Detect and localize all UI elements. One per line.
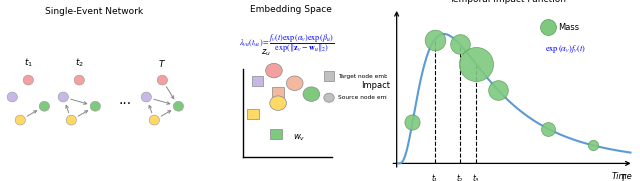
- Circle shape: [266, 63, 282, 78]
- Text: $\lambda_{vu}(t_{vu})=\dfrac{f_v(t)\exp\left(\alpha_v\right)\exp\left(\beta_u\ri: $\lambda_{vu}(t_{vu})=\dfrac{f_v(t)\exp\…: [239, 33, 334, 55]
- Text: Time: Time: [611, 172, 632, 181]
- Circle shape: [270, 96, 287, 110]
- FancyBboxPatch shape: [252, 76, 263, 86]
- Text: Target node embedding: Target node embedding: [339, 73, 408, 79]
- Point: [429, 38, 440, 41]
- Circle shape: [157, 75, 168, 85]
- Text: $t_3$: $t_3$: [472, 172, 479, 181]
- Circle shape: [74, 75, 84, 85]
- Point: [543, 127, 554, 130]
- Text: $\exp\left(\alpha_v\right)f_v(t)$: $\exp\left(\alpha_v\right)f_v(t)$: [545, 43, 586, 55]
- Text: $t_1$: $t_1$: [24, 57, 33, 69]
- Circle shape: [90, 101, 100, 111]
- FancyBboxPatch shape: [270, 129, 282, 139]
- Point: [407, 121, 417, 124]
- Circle shape: [15, 115, 26, 125]
- Text: ...: ...: [118, 92, 131, 107]
- Circle shape: [324, 93, 334, 102]
- Text: Impact: Impact: [361, 81, 390, 90]
- Circle shape: [287, 76, 303, 90]
- Circle shape: [7, 92, 17, 102]
- Point: [543, 26, 554, 29]
- Point: [470, 62, 481, 65]
- Circle shape: [39, 101, 49, 111]
- Point: [588, 144, 598, 147]
- Text: Temporal Impact Function: Temporal Impact Function: [449, 0, 566, 4]
- Text: $t_2$: $t_2$: [75, 57, 84, 69]
- Circle shape: [149, 115, 159, 125]
- Text: $w_v$: $w_v$: [292, 132, 305, 143]
- Text: Single-Event Network: Single-Event Network: [45, 7, 143, 16]
- Circle shape: [66, 115, 76, 125]
- Text: Mass: Mass: [558, 23, 579, 32]
- Point: [455, 43, 465, 46]
- Point: [493, 88, 503, 91]
- FancyBboxPatch shape: [273, 87, 284, 97]
- Circle shape: [303, 87, 320, 101]
- Text: $T$: $T$: [158, 58, 166, 69]
- Text: $z_u$: $z_u$: [260, 47, 271, 58]
- Circle shape: [23, 75, 33, 85]
- Text: $t_2$: $t_2$: [456, 172, 464, 181]
- Text: Embedding Space: Embedding Space: [250, 5, 332, 14]
- Circle shape: [58, 92, 68, 102]
- Circle shape: [173, 101, 184, 111]
- Text: $T$: $T$: [620, 172, 628, 181]
- Text: Source node embedding: Source node embedding: [339, 95, 411, 100]
- Circle shape: [141, 92, 152, 102]
- FancyBboxPatch shape: [248, 109, 259, 119]
- FancyBboxPatch shape: [324, 71, 334, 81]
- Text: $t_1$: $t_1$: [431, 172, 438, 181]
